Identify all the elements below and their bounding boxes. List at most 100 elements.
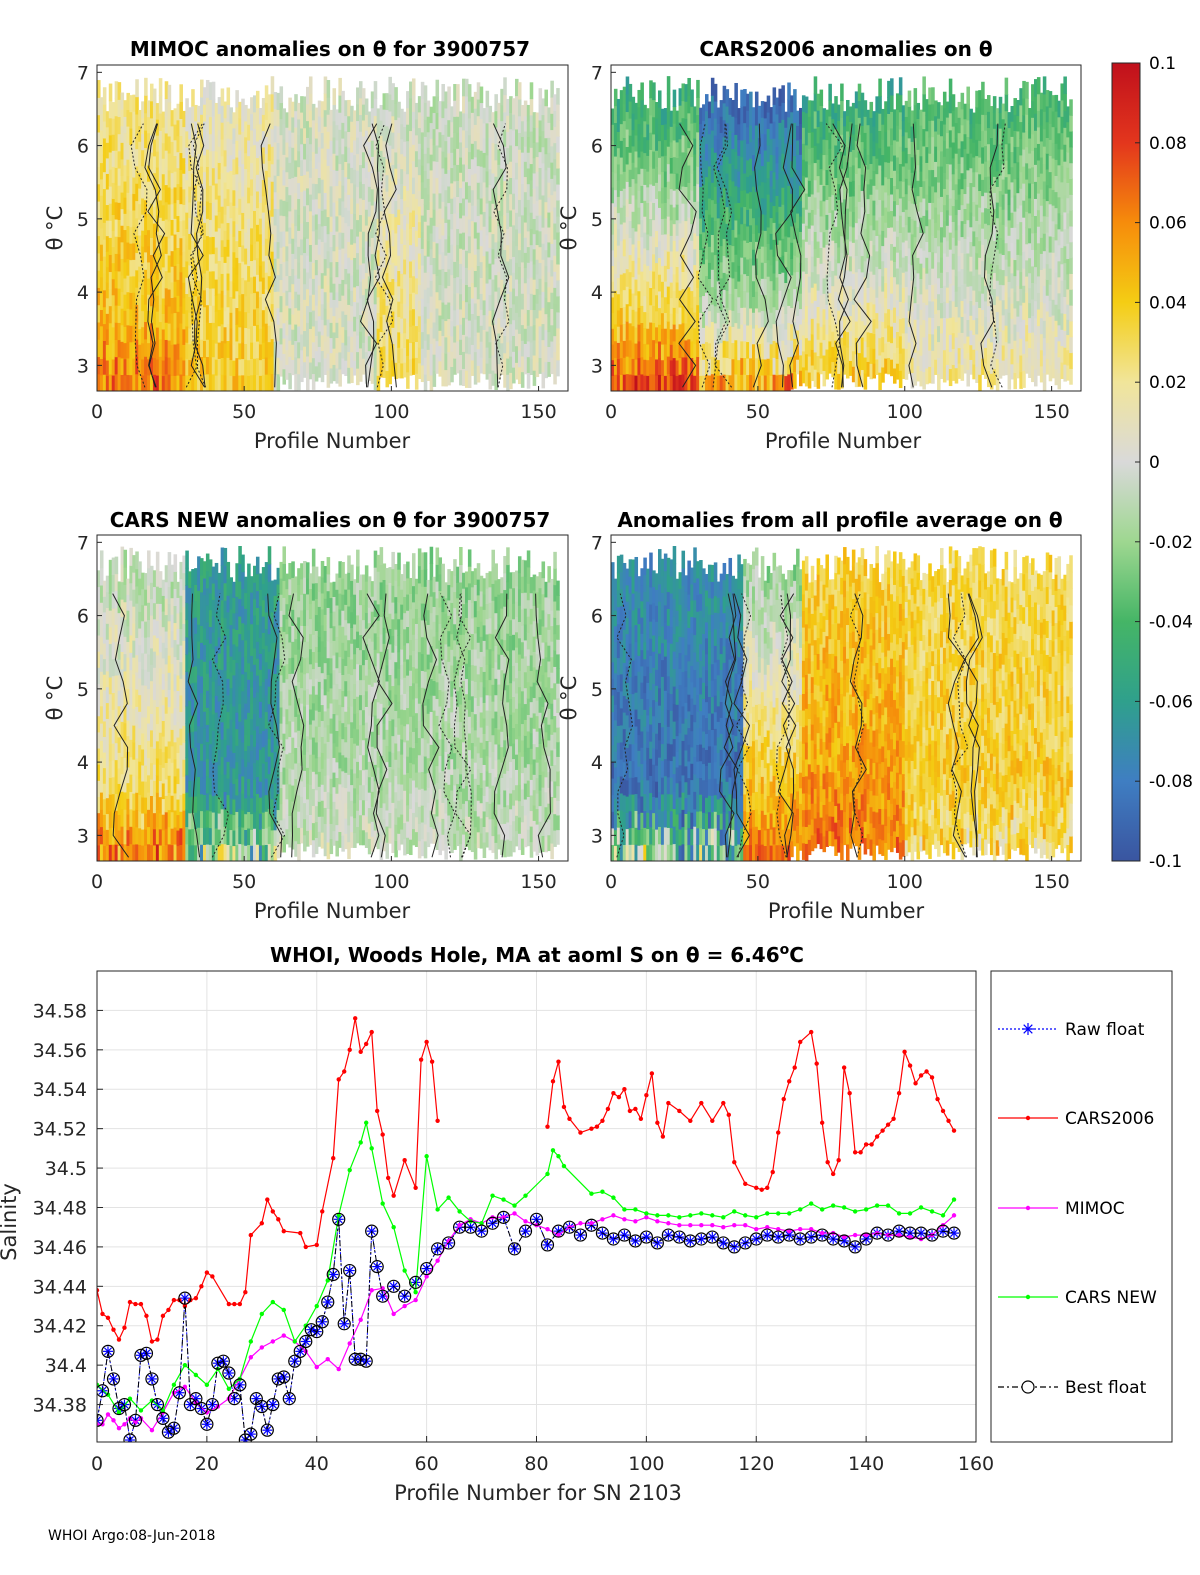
heatmap-cell [740,106,744,124]
heatmap-cell [411,193,416,211]
heatmap-cell [658,357,662,375]
heatmap-cell [382,219,387,236]
heatmap-cell [843,125,847,141]
heatmap-cell [763,214,768,231]
heatmap-cell [616,358,621,376]
heatmap-cell [619,106,624,125]
heatmap-column [423,85,428,391]
heatmap-cell [167,169,172,188]
heatmap-cell [388,145,392,163]
heatmap-cell [822,169,827,186]
heatmap-cell [382,172,387,189]
heatmap-cell [520,152,525,169]
heatmap-cell [728,358,733,376]
heatmap-column [400,108,404,379]
heatmap-cell [332,234,337,252]
heatmap-cell [450,182,454,199]
heatmap-cell [108,288,113,307]
heatmap-cell [687,338,691,357]
heatmap-cell [819,231,824,248]
heatmap-cell [332,283,337,300]
heatmap-cell [872,214,876,231]
heatmap-cell [895,109,900,126]
heatmap-cell [285,201,289,217]
heatmap-cell [126,126,130,144]
heatmap-cell [843,271,847,288]
heatmap-cell [214,134,219,152]
heatmap-column [485,90,490,380]
heatmap-cell [893,276,897,293]
heatmap-cell [728,146,733,164]
panel-mimoc-frame [96,64,569,392]
heatmap-cell [261,211,266,229]
heatmap-cell [631,292,636,310]
heatmap-cell [846,146,850,163]
heatmap-cell [538,104,543,121]
heatmap-cell [541,146,546,164]
heatmap-column [663,108,668,391]
heatmap-cell [881,139,885,156]
heatmap-cell [279,198,284,216]
heatmap-cell [893,307,897,323]
heatmap-cell [622,238,627,257]
heatmap-cell [476,82,481,100]
heatmap-cell [488,247,493,264]
heatmap-cell [898,318,903,337]
heatmap-cell [781,323,785,341]
heatmap-cell [816,322,821,340]
heatmap-cell [314,305,319,321]
heatmap-cell [658,173,662,192]
heatmap-cell [232,329,236,346]
heatmap-cell [344,253,348,269]
heatmap-column [220,88,225,391]
heatmap-cell [799,370,803,387]
heatmap-cell [743,340,747,359]
heatmap-cell [707,149,712,167]
heatmap-cell [663,218,668,235]
heatmap-cell [652,305,656,324]
heatmap-cell [426,240,431,257]
heatmap-cell [317,131,322,148]
heatmap-cell [229,186,234,203]
heatmap-cell [297,198,301,215]
heatmap-cell [509,112,513,130]
heatmap-cell [376,328,381,345]
heatmap-cell [273,341,278,359]
heatmap-cell [672,173,677,191]
heatmap-cell [898,163,903,182]
heatmap-cell [479,150,484,167]
heatmap-cell [863,116,868,133]
heatmap-cell [459,232,463,249]
heatmap-cell [529,325,534,343]
heatmap-cell [746,192,750,210]
heatmap-column [898,77,903,389]
heatmap-cell [699,186,703,203]
heatmap-cell [250,195,254,213]
heatmap-cell [628,237,633,256]
heatmap-cell [485,138,490,156]
heatmap-cell [523,252,528,269]
heatmap-cell [616,196,621,214]
heatmap-cell [464,181,469,200]
heatmap-cell [616,326,621,343]
heatmap-cell [308,361,313,380]
heatmap-cell [740,190,744,208]
heatmap-cell [649,321,653,340]
heatmap-cell [634,214,639,232]
heatmap-cell [155,279,160,296]
heatmap-cell [628,254,633,273]
heatmap-cell [904,255,909,272]
heatmap-cell [854,255,859,273]
heatmap-cell [444,271,448,289]
heatmap-cell [108,237,113,255]
heatmap-cell [99,178,104,196]
heatmap-cell [155,327,160,344]
heatmap-cell [743,357,747,375]
heatmap-cell [341,216,345,233]
heatmap-cell [200,148,204,167]
heatmap-cell [672,257,677,275]
heatmap-cell [631,260,636,278]
heatmap-cell [491,248,495,265]
heatmap-column [188,107,192,391]
heatmap-cell [796,329,800,346]
